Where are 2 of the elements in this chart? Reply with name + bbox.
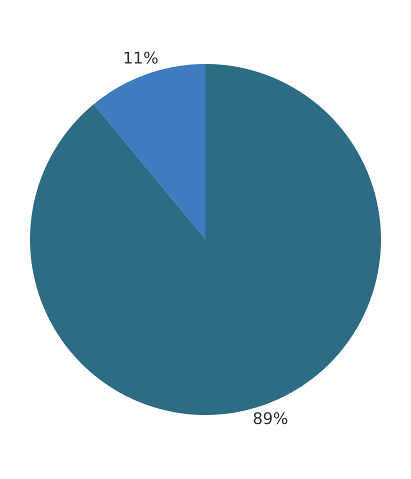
data-label: 89% bbox=[252, 408, 288, 428]
data-label: 11% bbox=[122, 48, 158, 68]
